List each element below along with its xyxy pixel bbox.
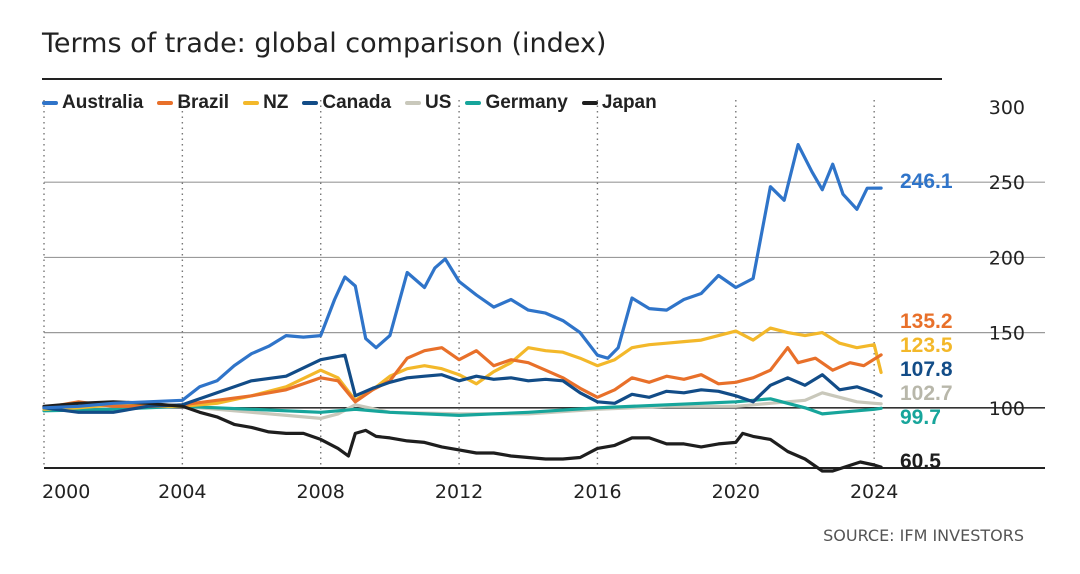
legend-label-nz: NZ <box>263 92 289 113</box>
series-line-canada <box>42 353 883 414</box>
legend-swatch-australia <box>42 101 58 105</box>
legend-label-canada: Canada <box>322 92 392 113</box>
end-label-us: 102.7 <box>900 382 953 405</box>
legend-label-brazil: Brazil <box>177 92 230 113</box>
x-tick-label: 2012 <box>435 481 483 503</box>
series-line-japan <box>42 400 883 473</box>
y-tick-label: 250 <box>989 172 1025 194</box>
legend-label-japan: Japan <box>601 92 657 113</box>
end-label-australia: 246.1 <box>900 170 953 193</box>
legend-item-germany: Germany <box>465 92 568 114</box>
legend-swatch-us <box>405 101 422 105</box>
legend: Australia Brazil NZ Canada US Germany Ja… <box>42 92 657 114</box>
end-label-nz: 123.5 <box>900 334 953 357</box>
top-rule <box>42 78 942 80</box>
y-tick-label: 200 <box>989 247 1025 269</box>
x-tick-label: 2000 <box>42 481 90 503</box>
end-label-brazil: 135.2 <box>900 310 953 333</box>
x-tick-label: 2016 <box>573 481 621 503</box>
legend-swatch-brazil <box>157 101 174 105</box>
legend-item-us: US <box>405 92 451 114</box>
series-line-nz <box>42 326 883 411</box>
end-label-japan: 60.5 <box>900 450 941 473</box>
y-tick-label: 150 <box>989 323 1025 345</box>
legend-item-nz: NZ <box>243 92 288 114</box>
series-line-brazil <box>42 346 883 410</box>
legend-swatch-nz <box>243 101 260 105</box>
series-line-australia <box>42 143 883 410</box>
legend-label-australia: Australia <box>62 92 144 113</box>
x-tick-label: 2008 <box>297 481 345 503</box>
legend-swatch-germany <box>465 101 482 105</box>
legend-item-japan: Japan <box>581 92 657 114</box>
legend-item-canada: Canada <box>302 92 391 114</box>
series-line-germany <box>42 397 883 417</box>
x-tick-label: 2004 <box>158 481 206 503</box>
legend-label-us: US <box>425 92 452 113</box>
legend-item-australia: Australia <box>42 92 143 114</box>
end-label-canada: 107.8 <box>900 358 953 381</box>
chart-title: Terms of trade: global comparison (index… <box>42 28 607 59</box>
x-tick-label: 2024 <box>850 481 898 503</box>
legend-label-germany: Germany <box>485 92 568 113</box>
y-tick-label: 100 <box>989 398 1025 420</box>
legend-item-brazil: Brazil <box>157 92 229 114</box>
legend-swatch-japan <box>581 101 598 105</box>
legend-swatch-canada <box>302 101 319 105</box>
x-tick-label: 2020 <box>712 481 760 503</box>
y-tick-label: 300 <box>989 97 1025 119</box>
source-note: SOURCE: IFM INVESTORS <box>823 526 1024 545</box>
end-label-germany: 99.7 <box>900 406 941 429</box>
